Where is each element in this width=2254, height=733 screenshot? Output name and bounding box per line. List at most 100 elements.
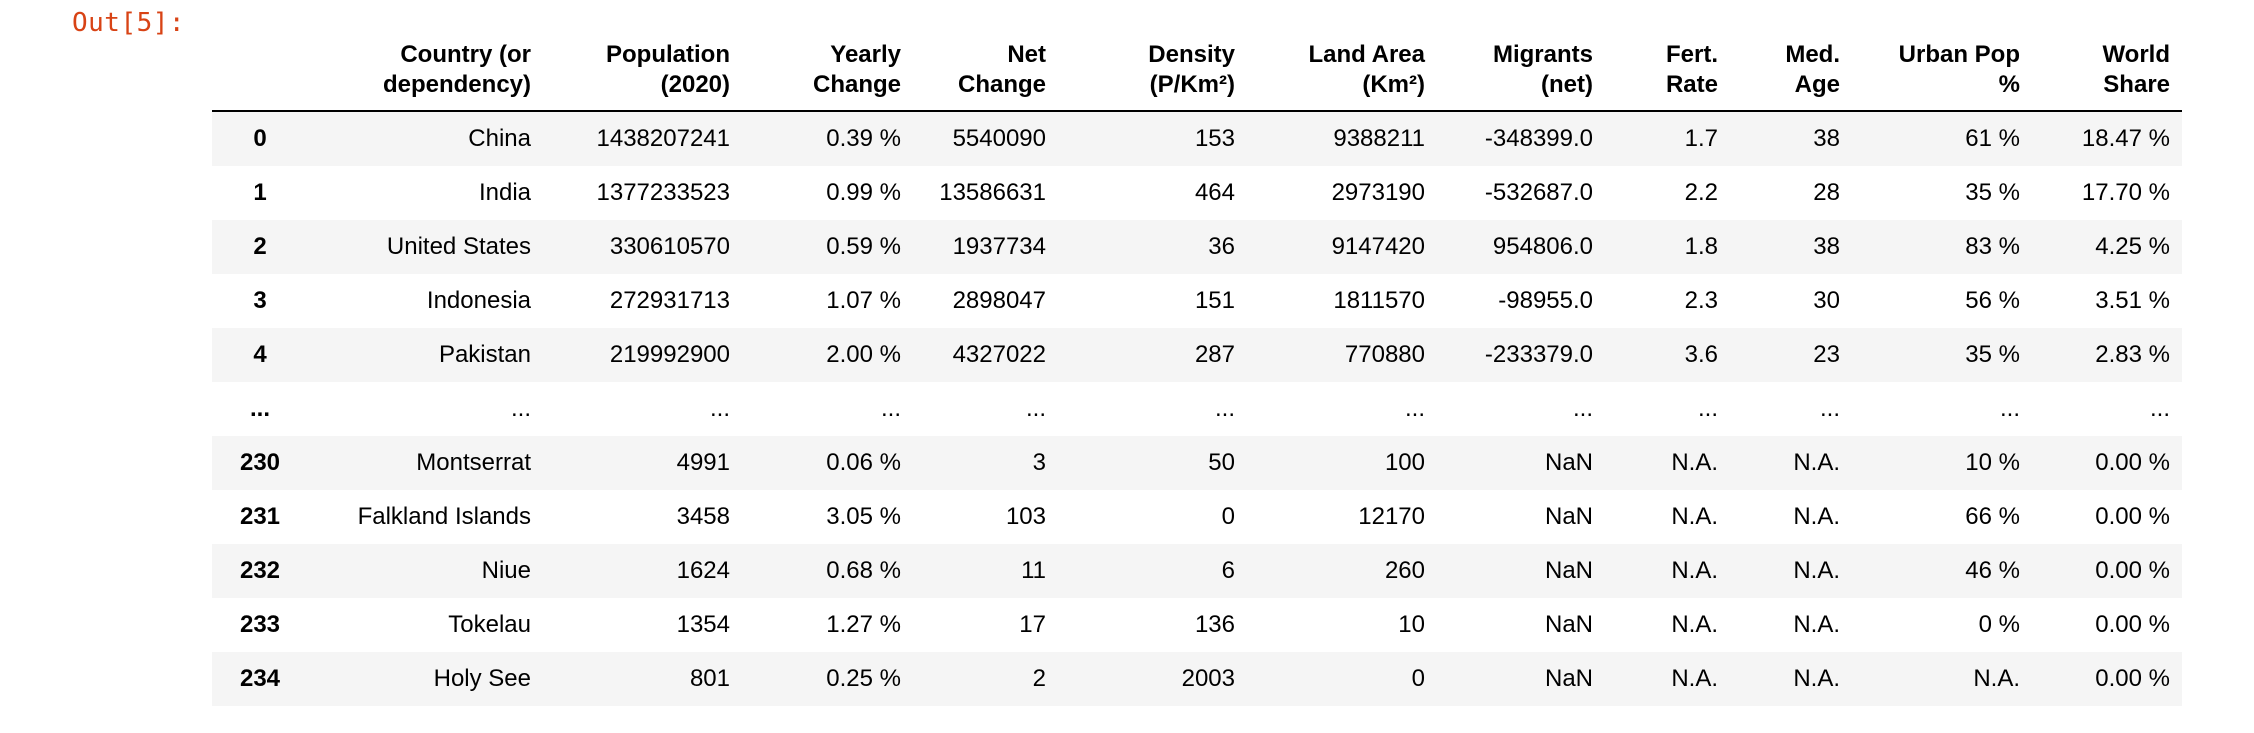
header-row: Country (or dependency) Population (2020)…	[212, 38, 2182, 112]
table-cell: 9388211	[1333, 125, 1425, 152]
column-header: Migrants (net)	[1437, 38, 1605, 112]
column-header: Med. Age	[1730, 38, 1852, 112]
table-row: 1 India 1377233523 0.99 % 13586631 464 2973190…	[212, 166, 2182, 220]
table-cell: 35 %	[1965, 341, 2020, 368]
table-cell: 0.00 %	[2095, 503, 2170, 530]
row-index: 233	[239, 611, 281, 638]
table-cell: N.A.	[1973, 665, 2020, 692]
column-header: Land Area (Km²)	[1247, 38, 1437, 112]
table-cell: 2898047	[952, 287, 1046, 314]
table-cell: 260	[1384, 557, 1425, 584]
table-cell: 9147420	[1331, 233, 1425, 260]
table-cell: 10 %	[1965, 449, 2020, 476]
table-cell: ...	[1025, 395, 1046, 422]
column-header: Fert. Rate	[1605, 38, 1730, 112]
row-index: 0	[253, 125, 267, 152]
table-cell: NaN	[1544, 665, 1593, 692]
row-index: 230	[239, 449, 281, 476]
table-row: ....................................	[212, 382, 2182, 436]
table-cell: India	[478, 179, 531, 206]
table-cell: 36	[1208, 233, 1235, 260]
table-cell: ...	[1999, 395, 2020, 422]
table-cell: ...	[880, 395, 901, 422]
row-index: 231	[239, 503, 281, 530]
table-cell: 38	[1813, 233, 1840, 260]
table-cell: 151	[1194, 287, 1235, 314]
table-row: 0 China 1438207241 0.39 % 5540090 153 9388211 -…	[212, 111, 2182, 166]
table-cell: N.A.	[1671, 665, 1718, 692]
table-cell: 12170	[1358, 503, 1425, 530]
table-cell: 287	[1194, 341, 1235, 368]
table-cell: N.A.	[1671, 557, 1718, 584]
table-cell: N.A.	[1793, 611, 1840, 638]
table-cell: Indonesia	[426, 287, 531, 314]
table-cell: -233379.0	[1484, 341, 1593, 368]
index-header	[212, 38, 308, 112]
table-cell: ...	[2149, 395, 2170, 422]
table-cell: 4.25 %	[2095, 233, 2170, 260]
table-cell: 3.51 %	[2095, 287, 2170, 314]
table-cell: 50	[1208, 449, 1235, 476]
table-cell: 35 %	[1965, 179, 2020, 206]
table-cell: N.A.	[1671, 503, 1718, 530]
table-body: 0 China 1438207241 0.39 % 5540090 153 9388211 -…	[212, 111, 2182, 706]
table-cell: 272931713	[609, 287, 730, 314]
table-cell: 1.27 %	[826, 611, 901, 638]
column-header: Net Change	[913, 38, 1058, 112]
table-cell: 136	[1194, 611, 1235, 638]
table-row: 233 Tokelau 1354 1.27 % 17 136 10 NaN N.A. N.A. 0 …	[212, 598, 2182, 652]
table-cell: 0.68 %	[826, 557, 901, 584]
column-header: Population (2020)	[543, 38, 742, 112]
table-cell: 103	[1005, 503, 1046, 530]
table-cell: 4327022	[952, 341, 1046, 368]
table-cell: -348399.0	[1484, 125, 1593, 152]
table-cell: 38	[1813, 125, 1840, 152]
table-cell: 5540090	[952, 125, 1046, 152]
table-cell: 4991	[676, 449, 730, 476]
row-index: ...	[249, 395, 270, 422]
table-cell: 0.06 %	[826, 449, 901, 476]
table-cell: 61 %	[1965, 125, 2020, 152]
table-row: 232 Niue 1624 0.68 % 11 6 260 NaN N.A. N.A. 46 % 0.…	[212, 544, 2182, 598]
table-cell: 2003	[1181, 665, 1235, 692]
table-cell: 1.8	[1684, 233, 1718, 260]
table-cell: 23	[1813, 341, 1840, 368]
table-cell: 6	[1221, 557, 1235, 584]
table-cell: 1624	[676, 557, 730, 584]
table-cell: ...	[1214, 395, 1235, 422]
row-index: 3	[253, 287, 267, 314]
table-cell: 801	[689, 665, 730, 692]
table-cell: 2.3	[1684, 287, 1718, 314]
table-cell: 2973190	[1331, 179, 1425, 206]
table-cell: 2.83 %	[2095, 341, 2170, 368]
row-index: 4	[253, 341, 267, 368]
table-cell: 0 %	[1978, 611, 2020, 638]
table-cell: ...	[709, 395, 730, 422]
table-cell: NaN	[1544, 557, 1593, 584]
table-cell: United States	[386, 233, 531, 260]
table-cell: 0.00 %	[2095, 449, 2170, 476]
table-cell: N.A.	[1793, 665, 1840, 692]
table-cell: 11	[1021, 557, 1046, 584]
table-cell: 1937734	[952, 233, 1046, 260]
table-cell: NaN	[1544, 611, 1593, 638]
table-cell: 3	[1032, 449, 1046, 476]
table-cell: 1354	[676, 611, 730, 638]
table-cell: NaN	[1544, 449, 1593, 476]
table-cell: 3458	[676, 503, 730, 530]
table-cell: 1.7	[1684, 125, 1718, 152]
table-cell: 153	[1194, 125, 1235, 152]
row-index: 2	[253, 233, 267, 260]
table-cell: 18.47 %	[2081, 125, 2170, 152]
table-cell: 2.00 %	[826, 341, 901, 368]
table-cell: NaN	[1544, 503, 1593, 530]
table-cell: 0	[1411, 665, 1425, 692]
row-index: 232	[239, 557, 281, 584]
table-cell: 46 %	[1965, 557, 2020, 584]
table-cell: 0.25 %	[826, 665, 901, 692]
row-index: 234	[239, 665, 281, 692]
table-cell: 2	[1032, 665, 1046, 692]
table-cell: 1.07 %	[826, 287, 901, 314]
table-cell: N.A.	[1793, 503, 1840, 530]
table-row: 234 Holy See 801 0.25 % 2 2003 0 NaN N.A. N.A. N.A…	[212, 652, 2182, 706]
